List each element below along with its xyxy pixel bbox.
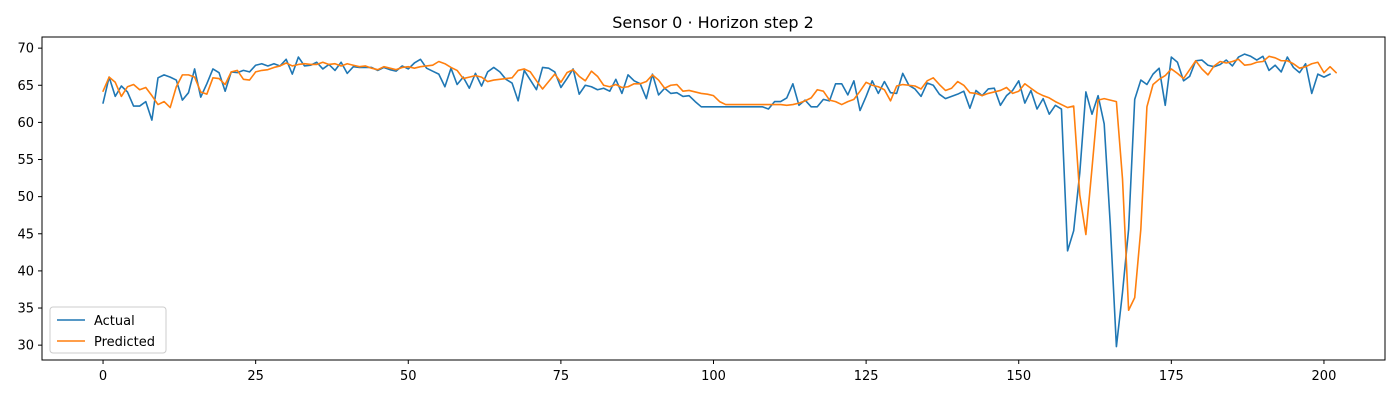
x-tick-label: 25	[247, 369, 264, 384]
x-tick-label: 150	[1006, 369, 1031, 384]
x-tick-label: 125	[854, 369, 879, 384]
x-tick-label: 175	[1159, 369, 1184, 384]
y-tick-label: 40	[17, 264, 34, 279]
series-line-predicted	[102, 55, 1337, 312]
y-tick-label: 55	[17, 153, 34, 168]
x-tick-label: 200	[1312, 369, 1337, 384]
y-tick-label: 70	[17, 42, 34, 57]
y-tick-label: 65	[17, 79, 34, 94]
x-tick-label: 0	[99, 369, 107, 384]
x-tick-label: 75	[553, 369, 570, 384]
plot-area-frame	[41, 36, 1386, 361]
y-tick-label: 45	[17, 227, 34, 242]
y-tick-label: 60	[17, 116, 34, 131]
x-tick-label: 50	[400, 369, 417, 384]
legend-label-actual: Actual	[94, 314, 135, 329]
legend: Actual Predicted	[49, 306, 167, 354]
series-layer	[102, 53, 1337, 348]
y-tick-label: 50	[17, 190, 34, 205]
legend-label-predicted: Predicted	[94, 335, 155, 350]
x-tick-label: 100	[701, 369, 726, 384]
y-tick-label: 30	[17, 339, 34, 354]
chart-title: Sensor 0 · Horizon step 2	[612, 13, 814, 32]
y-axis: 30 35 40 45 50 55 60 65 70	[17, 42, 42, 354]
y-tick-label: 35	[17, 302, 34, 317]
x-axis: 0 25 50 75 100 125 150 175 200	[99, 360, 1336, 384]
